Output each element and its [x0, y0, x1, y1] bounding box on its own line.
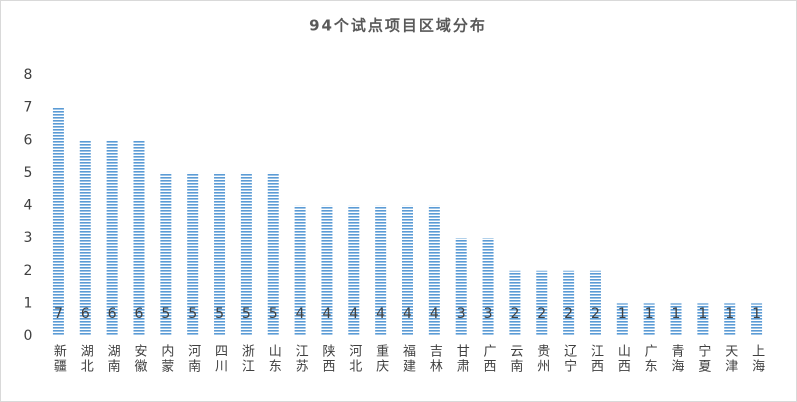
bar — [187, 172, 199, 336]
bar — [563, 270, 575, 336]
bar — [751, 303, 763, 336]
y-tick-label: 7 — [24, 100, 33, 116]
value-label: 4 — [376, 306, 385, 322]
value-label: 5 — [242, 306, 251, 322]
x-tick-label: 广东 — [642, 344, 658, 374]
x-tick-label: 江苏 — [293, 344, 309, 374]
bar — [724, 303, 736, 336]
x-tick-label: 宁夏 — [695, 343, 711, 374]
value-label: 4 — [349, 306, 358, 322]
bar — [375, 205, 387, 336]
y-tick-label: 3 — [24, 230, 33, 246]
x-tick-label: 河南 — [185, 344, 201, 374]
x-tick-label: 内蒙 — [158, 343, 174, 374]
x-tick-label: 贵州 — [534, 344, 550, 374]
bar — [643, 303, 655, 336]
y-tick-label: 1 — [24, 295, 33, 311]
bar — [321, 205, 333, 336]
bar — [589, 270, 601, 336]
value-label: 4 — [322, 306, 331, 322]
bar — [509, 270, 521, 336]
bar — [348, 205, 360, 336]
y-tick-label: 8 — [24, 67, 33, 83]
x-tick-label: 湖北 — [78, 344, 94, 374]
value-label: 2 — [564, 306, 573, 322]
bar — [536, 270, 548, 336]
x-tick-label: 河北 — [346, 344, 362, 374]
bar — [106, 140, 118, 336]
bar — [402, 205, 413, 336]
bar — [697, 303, 709, 336]
bar — [670, 303, 682, 336]
x-tick-label: 云南 — [507, 344, 523, 374]
bar — [428, 205, 440, 336]
value-label: 2 — [591, 306, 600, 322]
value-label: 5 — [188, 306, 197, 322]
x-tick-label: 安徽 — [131, 344, 147, 374]
x-tick-label: 湖南 — [105, 344, 121, 374]
bar — [214, 172, 226, 336]
bar — [133, 140, 145, 336]
x-tick-label: 新疆 — [51, 343, 67, 374]
value-label: 1 — [645, 306, 654, 322]
value-label: 1 — [698, 306, 707, 322]
value-label: 5 — [215, 306, 224, 322]
value-label: 2 — [510, 306, 519, 322]
value-label: 4 — [296, 306, 305, 322]
x-tick-label: 辽宁 — [561, 344, 577, 374]
value-label: 2 — [537, 306, 546, 322]
value-label: 1 — [752, 306, 761, 322]
chart-title: 94个试点项目区域分布 — [309, 17, 487, 35]
value-label: 6 — [81, 306, 90, 322]
bar — [267, 172, 279, 336]
value-label: 4 — [430, 306, 439, 322]
bar — [455, 238, 467, 336]
value-label: 1 — [725, 306, 734, 322]
value-label: 1 — [672, 306, 681, 322]
bar — [79, 140, 91, 336]
value-label: 6 — [108, 306, 117, 322]
x-tick-label: 山东 — [266, 344, 282, 374]
y-tick-label: 2 — [24, 263, 33, 279]
bar — [160, 172, 172, 336]
bar — [616, 303, 628, 336]
y-tick-label: 6 — [24, 132, 33, 148]
x-tick-label: 江西 — [588, 344, 604, 374]
x-tick-label: 天津 — [722, 344, 738, 374]
value-label: 3 — [457, 306, 466, 322]
value-label: 4 — [403, 306, 412, 322]
value-label: 5 — [269, 306, 278, 322]
x-tick-label: 吉林 — [427, 344, 443, 374]
value-label: 3 — [484, 306, 493, 322]
bar — [240, 172, 252, 336]
x-tick-label: 上海 — [749, 344, 765, 374]
value-label: 7 — [54, 306, 63, 322]
x-tick-label: 甘肃 — [454, 344, 470, 374]
x-tick-label: 陕西 — [319, 344, 335, 374]
bar — [482, 238, 494, 336]
y-tick-label: 5 — [24, 165, 33, 181]
y-tick-label: 0 — [24, 328, 33, 344]
value-label: 5 — [161, 306, 170, 322]
x-tick-label: 广西 — [481, 344, 497, 374]
value-label: 6 — [135, 306, 144, 322]
value-label: 1 — [618, 306, 627, 322]
y-tick-label: 4 — [24, 198, 33, 214]
x-tick-label: 四川 — [212, 344, 228, 374]
bar — [294, 205, 306, 336]
x-tick-label: 重庆 — [373, 343, 389, 374]
x-tick-label: 青海 — [669, 344, 685, 374]
bar — [52, 107, 64, 336]
x-tick-label: 浙江 — [239, 344, 255, 374]
x-tick-label: 山西 — [615, 344, 631, 374]
x-tick-label: 福建 — [400, 344, 416, 374]
